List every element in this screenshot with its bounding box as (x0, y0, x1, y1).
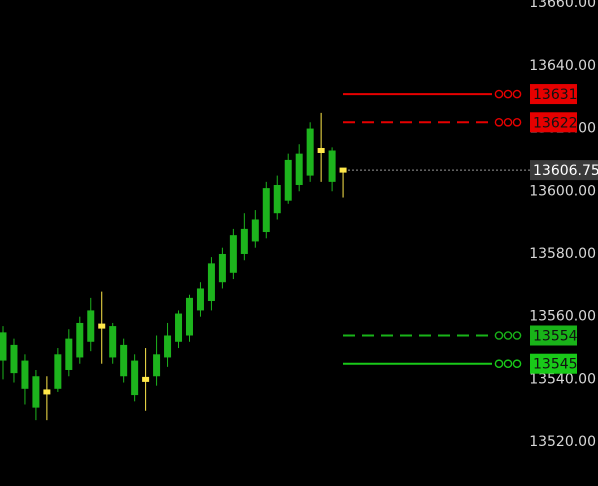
candle-body (153, 354, 161, 377)
candle-body (43, 389, 51, 395)
order-icon[interactable] (503, 359, 513, 369)
candle-body (185, 297, 193, 336)
candle-body (251, 219, 259, 242)
candle-body (306, 128, 314, 176)
candle-body (164, 335, 172, 358)
candle-body (218, 253, 226, 283)
order-icon[interactable] (512, 89, 522, 99)
last-price-label: 13606.75 (533, 163, 598, 179)
order-icon[interactable] (494, 89, 504, 99)
candle-body (54, 354, 62, 389)
candle-body (120, 344, 128, 377)
order-label-bg[interactable] (530, 112, 577, 133)
candle-body (0, 332, 7, 361)
candle-body (284, 159, 292, 201)
candle-body (240, 228, 248, 254)
order-label-bg[interactable] (530, 353, 577, 374)
candle-body (229, 235, 237, 273)
candle-body (196, 288, 204, 311)
candle-body (98, 323, 106, 329)
order-icon[interactable] (503, 117, 513, 127)
y-tick-label: 13580.00 (529, 246, 596, 262)
candle-body (76, 322, 84, 358)
candle-body (87, 310, 95, 342)
order-icon[interactable] (512, 331, 522, 340)
candle-body (131, 360, 139, 396)
y-tick-label: 13660.00 (529, 0, 596, 11)
order-icon[interactable] (503, 331, 513, 340)
order-icon[interactable] (512, 359, 522, 369)
order-icon[interactable] (494, 117, 504, 127)
candle-body (339, 167, 347, 173)
candle-body (65, 338, 73, 370)
candle-body (295, 153, 303, 185)
y-tick-label: 13560.00 (529, 309, 596, 325)
candle-body (317, 148, 325, 154)
candle-body (273, 184, 281, 214)
order-label[interactable]: 13554 (533, 328, 578, 344)
last-price-bg (530, 160, 598, 181)
order-label-bg[interactable] (530, 325, 577, 346)
candle-body (109, 326, 117, 358)
y-tick-label: 13520.00 (529, 434, 596, 450)
y-tick-label: 13540.00 (529, 371, 596, 387)
y-tick-label: 13640.00 (529, 58, 596, 74)
candle-body (142, 376, 150, 382)
order-label[interactable]: 13631 (533, 87, 578, 103)
candle-body (32, 376, 40, 408)
order-icon[interactable] (512, 117, 522, 127)
order-label[interactable]: 13622 (533, 115, 578, 131)
order-icon[interactable] (494, 331, 504, 340)
order-label-bg[interactable] (530, 84, 577, 105)
y-tick-label: 13600.00 (529, 183, 596, 199)
candle-body (10, 344, 18, 374)
order-label[interactable]: 13545 (533, 357, 578, 373)
candle-body (328, 150, 336, 182)
candle-body (21, 360, 29, 389)
candle-body (262, 188, 270, 233)
order-icon[interactable] (494, 359, 504, 369)
order-icon[interactable] (503, 89, 513, 99)
candle-body (175, 313, 183, 342)
candle-body (207, 263, 215, 302)
